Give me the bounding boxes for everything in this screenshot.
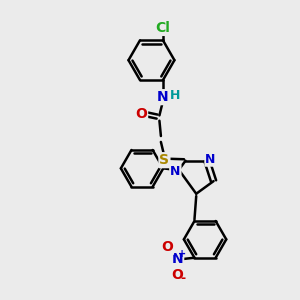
- Text: H: H: [170, 89, 181, 102]
- Text: N: N: [172, 252, 183, 266]
- Text: -: -: [180, 272, 185, 285]
- Text: N: N: [157, 90, 169, 104]
- Text: N: N: [170, 165, 181, 178]
- Text: O: O: [135, 107, 147, 121]
- Text: O: O: [161, 240, 173, 254]
- Text: O: O: [171, 268, 183, 281]
- Text: S: S: [159, 153, 170, 167]
- Text: N: N: [205, 153, 216, 166]
- Text: Cl: Cl: [155, 21, 170, 35]
- Text: +: +: [178, 249, 187, 259]
